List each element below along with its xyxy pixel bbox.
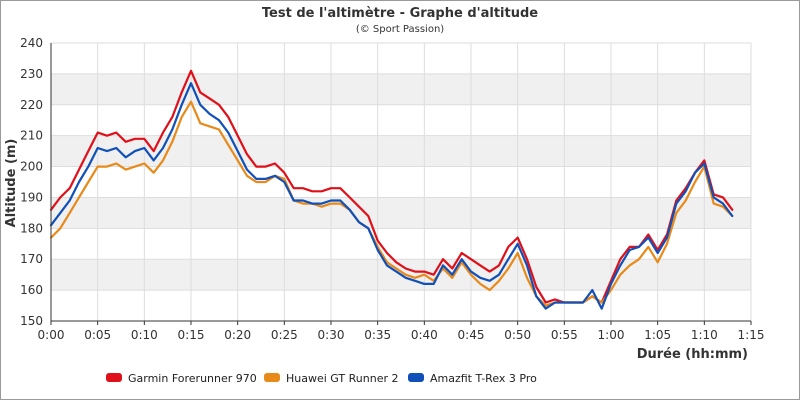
x-tick-label: 0:35 — [364, 328, 391, 342]
legend-label: Amazfit T-Rex 3 Pro — [430, 372, 537, 385]
chart-title: Test de l'altimètre - Graphe d'altitude — [262, 6, 538, 21]
legend-label: Garmin Forerunner 970 — [128, 372, 257, 385]
x-tick-label: 0:10 — [131, 328, 158, 342]
x-tick-label: 1:05 — [644, 328, 671, 342]
x-tick-label: 0:50 — [504, 328, 531, 342]
axes — [50, 43, 751, 322]
series-line-3 — [49, 82, 734, 310]
y-tick-label: 220 — [20, 98, 43, 112]
x-tick-label: 0:15 — [178, 328, 205, 342]
series-line-2 — [49, 100, 734, 307]
x-tick-label: 0:30 — [318, 328, 345, 342]
y-tick-label: 200 — [20, 160, 43, 174]
legend-label: Huawei GT Runner 2 — [286, 372, 399, 385]
y-tick-label: 190 — [20, 190, 43, 204]
y-tick-labels: 150 160 170 180 190 200 210 220 230 240 — [20, 36, 43, 328]
y-axis-title: Altitude (m) — [4, 139, 19, 228]
legend-swatch — [106, 373, 122, 382]
plot-band — [51, 197, 751, 229]
y-tick-label: 170 — [20, 252, 43, 266]
x-tick-label: 0:25 — [271, 328, 298, 342]
x-tick-label: 1:00 — [598, 328, 625, 342]
legend: Garmin Forerunner 970 Huawei GT Runner 2 A… — [106, 372, 537, 385]
y-tick-label: 230 — [20, 67, 43, 81]
legend-swatch — [408, 373, 424, 382]
x-tick-label: 0:05 — [84, 328, 111, 342]
x-tick-label: 1:15 — [738, 328, 765, 342]
x-tick-labels: 0:00 0:05 0:10 0:15 0:20 0:25 0:30 0:35 0:40 0:45… — [38, 321, 765, 342]
y-tick-label: 160 — [20, 283, 43, 297]
plot-band — [51, 135, 751, 167]
series-line-1 — [49, 69, 734, 304]
y-tick-label: 240 — [20, 36, 43, 50]
series-layer — [49, 69, 734, 310]
x-tick-label: 0:45 — [458, 328, 485, 342]
chart-subtitle: (© Sport Passion) — [356, 24, 444, 35]
x-tick-label: 0:40 — [411, 328, 438, 342]
x-tick-label: 0:00 — [38, 328, 65, 342]
plot-band — [51, 73, 751, 105]
y-tick-label: 150 — [20, 314, 43, 328]
x-tick-label: 1:10 — [691, 328, 718, 342]
x-tick-label: 0:55 — [551, 328, 578, 342]
plot-bands — [51, 73, 751, 291]
x-axis-title: Durée (hh:mm) — [637, 347, 748, 362]
legend-swatch — [264, 373, 280, 382]
x-tick-label: 0:20 — [224, 328, 251, 342]
y-tick-label: 210 — [20, 129, 43, 143]
y-tick-label: 180 — [20, 221, 43, 235]
